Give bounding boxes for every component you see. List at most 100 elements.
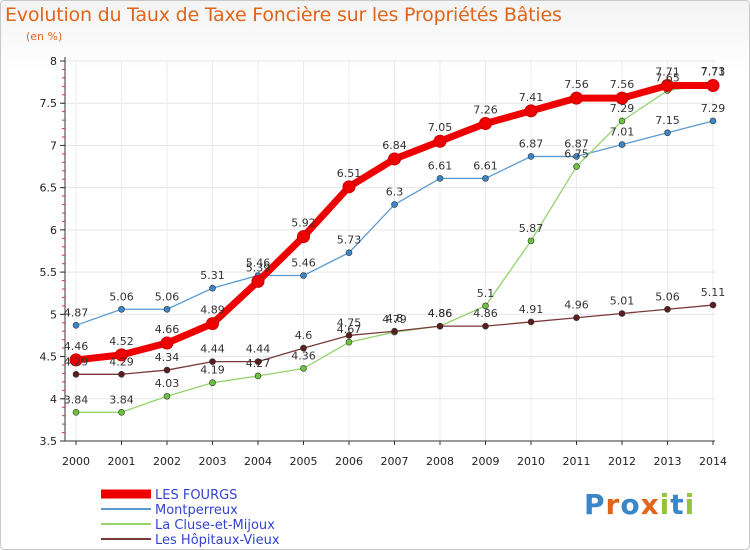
data-label-1: 4.79	[382, 313, 407, 326]
data-point-0	[209, 284, 216, 292]
data-label-1: 5.87	[519, 222, 544, 235]
data-label-2: 4.8	[386, 312, 404, 325]
x-tick-label: 2006	[335, 455, 363, 468]
data-label-3: 7.41	[519, 91, 544, 104]
proxiti-logo: Proxiti	[584, 488, 696, 521]
data-label-3: 7.26	[473, 103, 498, 116]
data-label-1: 3.84	[109, 393, 134, 406]
data-label-3: 4.46	[64, 340, 89, 353]
data-label-0: 7.29	[701, 102, 726, 115]
data-point-2	[209, 358, 216, 365]
data-point-2	[163, 366, 171, 374]
data-point-3	[342, 180, 356, 194]
data-point-1	[300, 365, 307, 372]
data-point-3	[706, 78, 720, 92]
legend-label-2: Les Hôpitaux-Vieux	[155, 533, 280, 548]
data-point-3	[115, 348, 128, 362]
data-label-2: 4.34	[155, 351, 180, 364]
legend-label-1: La Cluse-et-Mijoux	[155, 518, 275, 533]
data-label-3: 7.56	[610, 78, 635, 91]
data-point-0	[527, 153, 535, 160]
data-label-1: 6.75	[564, 148, 589, 161]
data-point-3	[433, 134, 447, 148]
data-label-1: 4.67	[337, 323, 362, 336]
data-point-2	[482, 322, 489, 330]
data-label-0: 7.01	[610, 126, 635, 139]
data-label-0: 4.87	[64, 306, 89, 319]
x-tick-label: 2009	[472, 455, 500, 468]
data-point-3	[206, 317, 219, 331]
y-tick-label: 7.5	[40, 97, 58, 110]
data-label-0: 5.46	[291, 256, 316, 269]
data-point-2	[391, 327, 398, 335]
data-label-1: 4.19	[200, 364, 225, 377]
data-label-3: 4.52	[109, 335, 134, 348]
data-label-1: 7.73	[701, 65, 726, 78]
data-point-3	[251, 274, 265, 288]
y-tick-label: 5	[50, 308, 57, 321]
y-tick-label: 8	[50, 55, 57, 68]
data-label-3: 5.92	[291, 217, 316, 230]
data-point-2	[72, 370, 80, 378]
data-label-2: 4.29	[64, 355, 89, 368]
data-point-1	[573, 163, 580, 170]
data-label-0: 6.61	[428, 159, 453, 172]
data-label-0: 7.15	[655, 114, 680, 127]
data-label-1: 3.84	[64, 393, 89, 406]
data-label-2: 4.96	[564, 299, 589, 312]
data-label-0: 5.31	[200, 269, 225, 282]
data-point-0	[436, 175, 444, 182]
data-point-2	[664, 305, 671, 313]
data-label-2: 4.75	[337, 316, 362, 329]
unit-label: (en %)	[26, 30, 63, 43]
data-point-2	[118, 370, 125, 378]
x-tick-label: 2002	[153, 455, 181, 468]
data-point-2	[527, 318, 535, 326]
data-point-3	[479, 116, 492, 130]
data-label-2: 4.91	[519, 303, 544, 316]
legend-label-0: Montperreux	[155, 503, 238, 518]
x-tick-label: 2007	[381, 455, 409, 468]
data-point-1	[118, 408, 125, 416]
data-point-3	[570, 91, 583, 105]
data-label-1: 4.27	[246, 357, 271, 370]
data-label-2: 5.06	[655, 290, 680, 303]
data-label-0: 5.46	[246, 256, 271, 269]
data-point-3	[388, 152, 401, 166]
data-point-0	[345, 249, 353, 256]
data-label-3: 7.05	[428, 121, 453, 134]
data-label-2: 4.29	[109, 355, 134, 368]
x-tick-label: 2013	[654, 455, 682, 468]
data-point-0	[300, 272, 307, 279]
data-label-0: 6.87	[519, 137, 544, 150]
data-label-2: 5.11	[701, 286, 726, 299]
data-point-3	[69, 353, 83, 367]
data-point-3	[160, 336, 174, 350]
data-label-1: 7.29	[610, 102, 635, 115]
data-label-0: 6.87	[564, 137, 589, 150]
data-point-0	[118, 305, 125, 313]
x-tick-label: 2008	[426, 455, 454, 468]
data-label-2: 4.44	[246, 343, 271, 356]
data-point-0	[573, 153, 580, 160]
data-point-2	[573, 314, 580, 322]
data-point-0	[618, 141, 626, 148]
data-label-1: 4.86	[428, 307, 453, 320]
data-label-1: 5.1	[477, 287, 495, 300]
data-point-1	[618, 117, 626, 125]
data-label-1: 4.36	[291, 349, 316, 362]
y-tick-label: 6	[50, 224, 57, 237]
data-point-0	[664, 129, 671, 137]
data-point-0	[72, 322, 80, 329]
data-point-2	[618, 310, 626, 317]
data-point-3	[661, 78, 674, 92]
data-label-3: 7.56	[564, 78, 589, 91]
data-point-2	[345, 332, 353, 339]
data-label-3: 6.51	[337, 167, 362, 180]
chart-title: Evolution du Taux de Taxe Foncière sur l…	[5, 4, 562, 26]
x-tick-label: 2012	[608, 455, 636, 468]
data-label-0: 6.61	[473, 159, 498, 172]
data-label-2: 4.86	[428, 307, 453, 320]
data-point-1	[254, 372, 262, 380]
